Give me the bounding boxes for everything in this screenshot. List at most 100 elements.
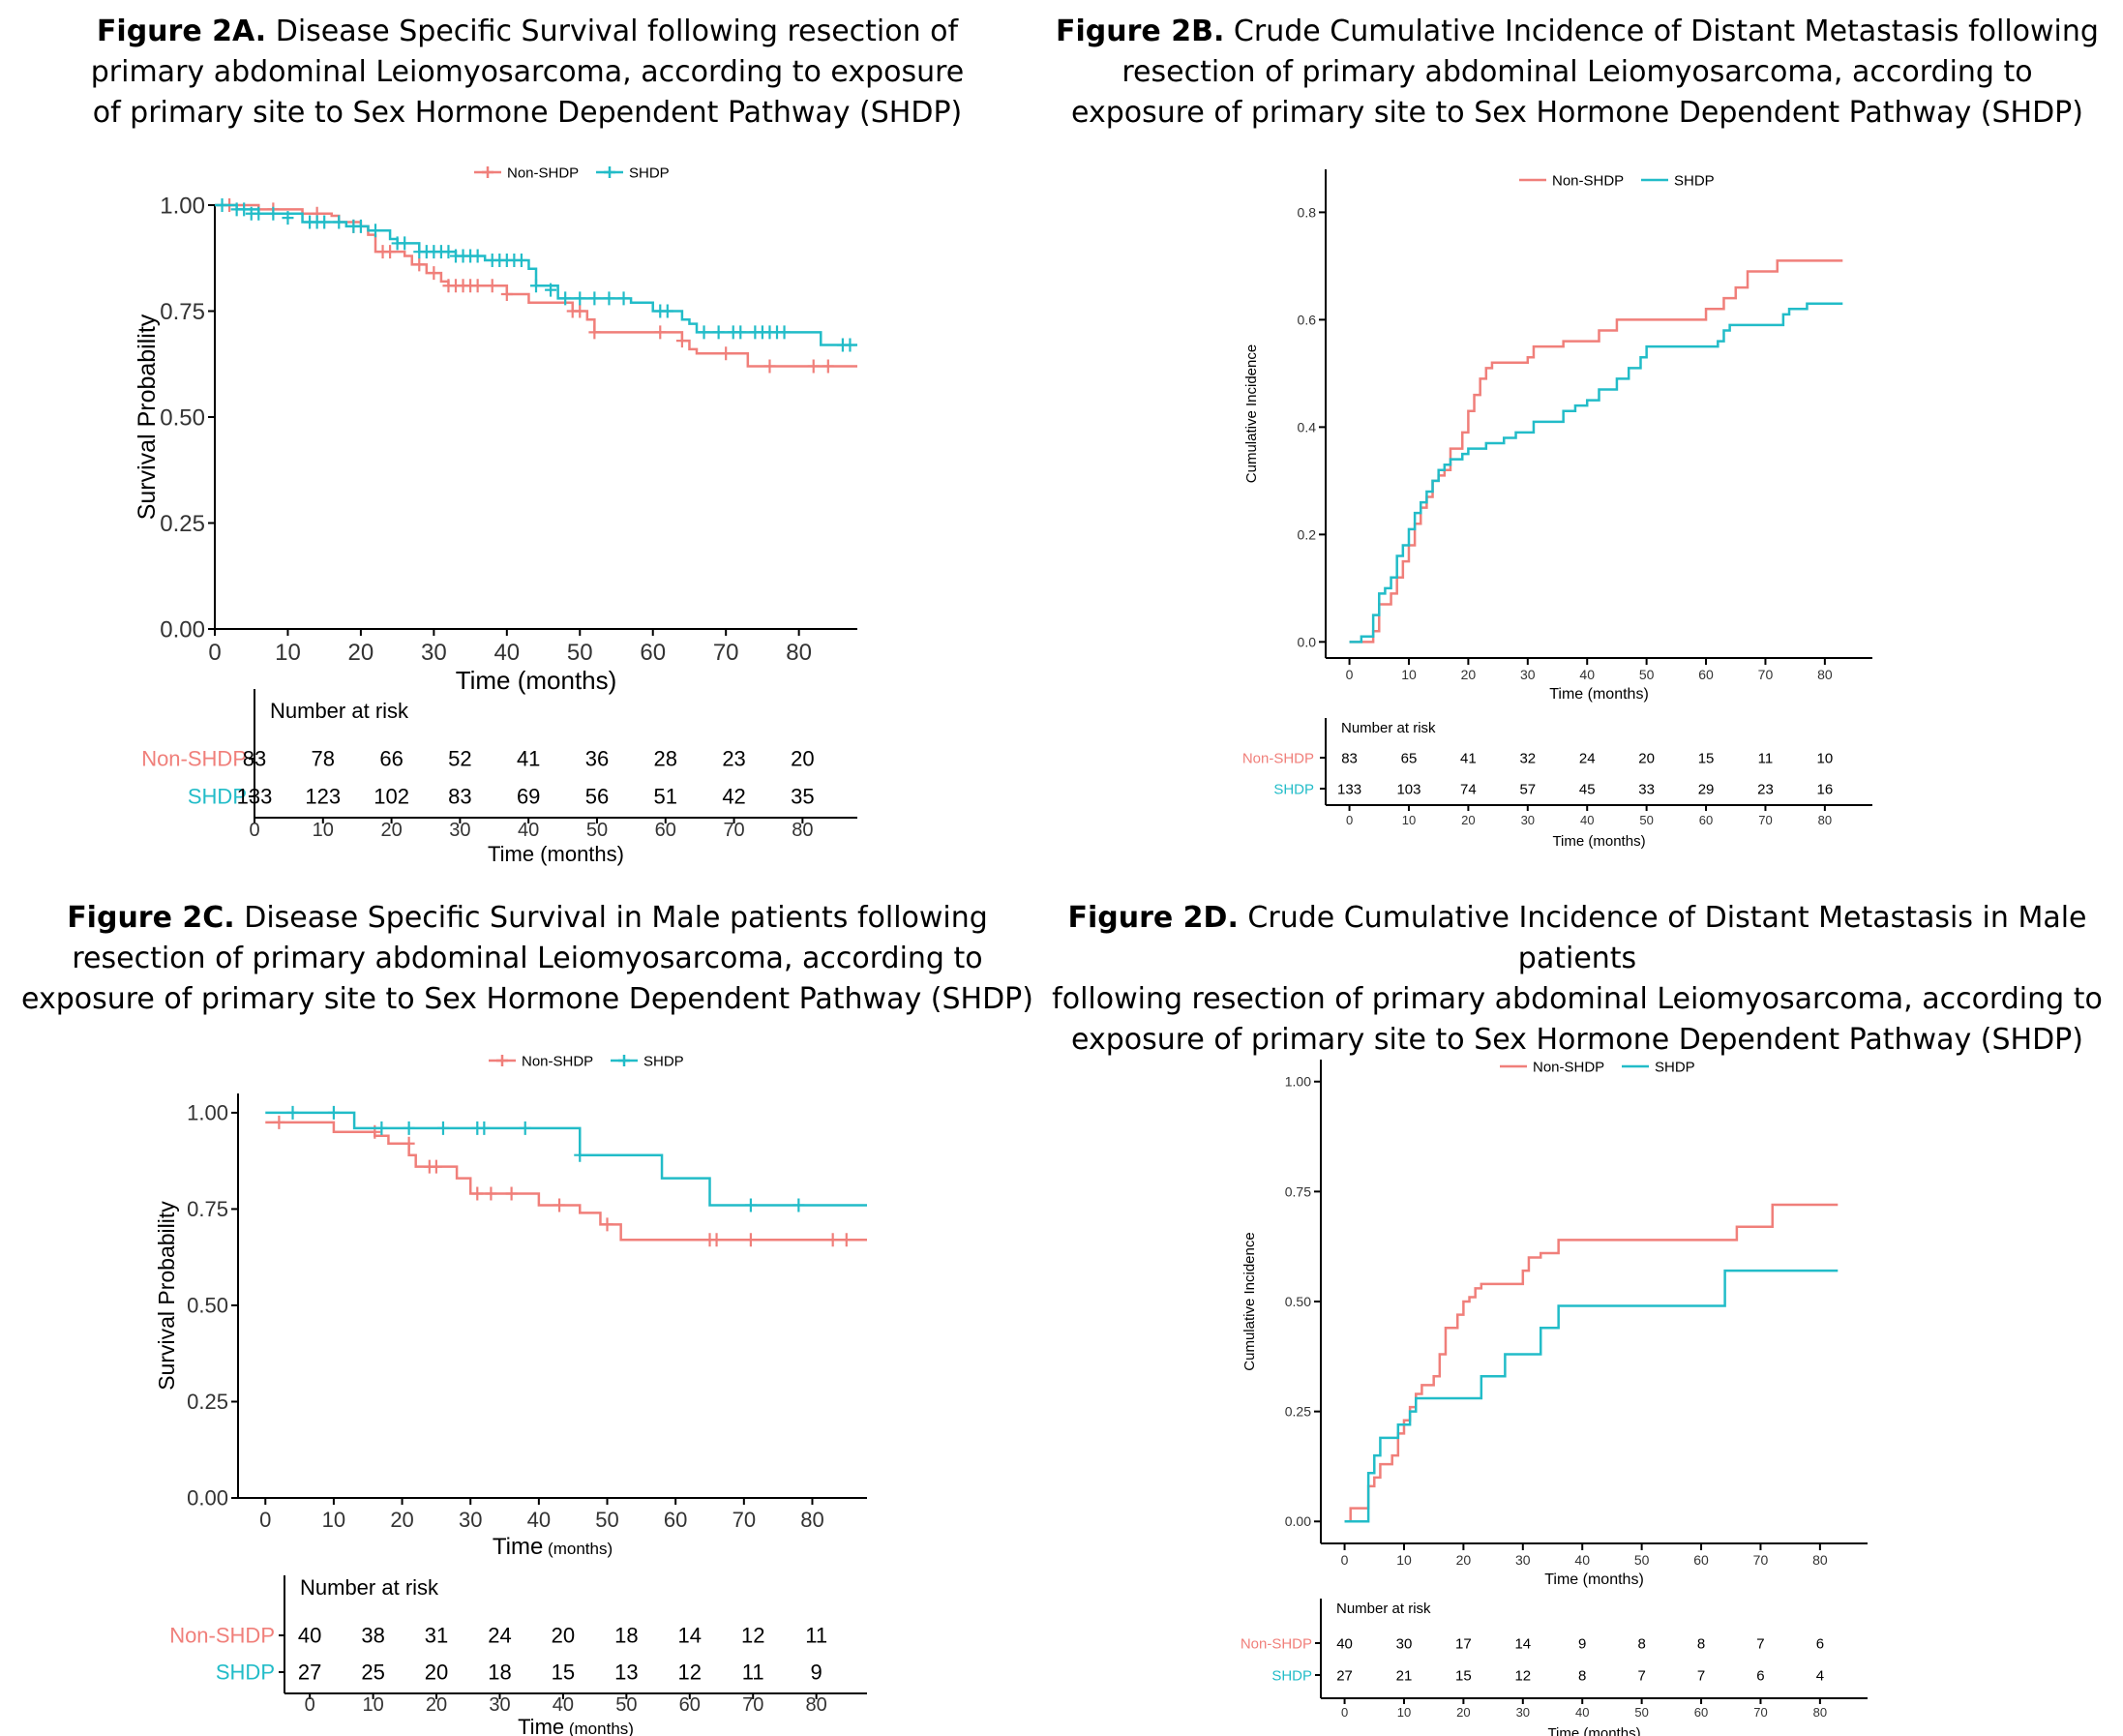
censor-mark-non_shdp: [710, 1233, 723, 1247]
risk-count: 12: [1514, 1667, 1531, 1684]
censor-mark-non_shdp: [744, 1233, 757, 1247]
censor-mark-non_shdp: [430, 1159, 442, 1174]
risk-table-x-title: Time (months): [1547, 1725, 1640, 1736]
x-tick-label: 50: [567, 640, 593, 666]
censor-mark-shdp: [354, 219, 367, 233]
risk-count: 57: [1519, 781, 1536, 797]
y-tick-label: 1.00: [187, 1101, 228, 1125]
x-tick-label: 50: [1639, 667, 1655, 682]
risk-count: 8: [1697, 1635, 1705, 1652]
x-axis-title: Time (months): [493, 1534, 613, 1560]
x-tick-label: 20: [390, 1508, 413, 1532]
risk-x-tick-label: 80: [806, 1694, 827, 1716]
legend-label-shdp: SHDP: [1655, 1059, 1695, 1075]
figure-2a-title-line-2: primary abdominal Leiomyosarcoma, accord…: [90, 55, 965, 89]
risk-count: 38: [361, 1624, 384, 1648]
figure-2c-title-line-1: Disease Specific Survival in Male patien…: [244, 901, 988, 935]
y-tick-label: 0.4: [1298, 419, 1317, 434]
y-tick-label: 0.0: [1298, 634, 1317, 649]
x-tick-label: 20: [348, 640, 374, 666]
risk-x-tick-label: 80: [1818, 813, 1832, 827]
risk-count: 41: [1460, 750, 1477, 766]
risk-count: 69: [517, 785, 540, 809]
risk-count: 133: [237, 785, 273, 809]
chart-b: 0 10 20 30 40 50 60 70 80 0.0 0.2 0.4 0.6 0.8 Time (mo…: [1242, 169, 1872, 850]
censor-mark-shdp: [744, 1198, 757, 1212]
figure-2a-title: Figure 2A. Disease Specific Survival fol…: [39, 12, 1016, 134]
risk-table-title: Number at risk: [1341, 720, 1436, 736]
x-tick-label: 30: [459, 1508, 482, 1532]
legend-label-shdp: SHDP: [643, 1053, 684, 1069]
risk-count: 30: [1396, 1635, 1413, 1652]
risk-count: 123: [305, 785, 341, 809]
risk-count: 35: [791, 785, 814, 809]
risk-count: 4: [1816, 1667, 1824, 1684]
risk-x-tick-label: 20: [426, 1694, 447, 1716]
censor-mark-non_shdp: [654, 325, 667, 340]
censor-mark-shdp: [844, 338, 856, 352]
risk-x-tick-label: 20: [380, 820, 402, 841]
censor-mark-non_shdp: [763, 359, 776, 374]
censor-mark-shdp: [238, 202, 251, 217]
risk-count: 45: [1579, 781, 1596, 797]
x-tick-label: 80: [1812, 1552, 1828, 1568]
x-tick-label: 10: [1396, 1552, 1412, 1568]
censor-mark-non_shdp: [486, 279, 498, 293]
censor-mark-shdp: [574, 1148, 586, 1162]
risk-x-tick-label: 40: [1575, 1705, 1589, 1720]
figure-2b-title-line-3: exposure of primary site to Sex Hormone …: [1071, 96, 2083, 130]
y-tick-label: 0.25: [187, 1390, 228, 1414]
risk-count: 40: [298, 1624, 321, 1648]
risk-count: 20: [1638, 750, 1655, 766]
risk-count: 9: [1578, 1635, 1586, 1652]
series-line-non_shdp: [1344, 1203, 1839, 1523]
x-axis-title: Time (months): [1549, 686, 1649, 703]
censor-mark-shdp: [216, 198, 228, 212]
censor-mark-non_shdp: [807, 359, 820, 374]
x-tick-label: 50: [1634, 1552, 1650, 1568]
risk-x-tick-label: 40: [518, 820, 539, 841]
risk-row-label-shdp: SHDP: [188, 785, 247, 809]
censor-mark-non_shdp: [505, 1186, 518, 1201]
censor-mark-non_shdp: [826, 1233, 839, 1247]
risk-count: 21: [1396, 1667, 1413, 1684]
censor-mark-shdp: [661, 304, 673, 318]
figure-2a-title-bold: Figure 2A.: [96, 15, 267, 48]
risk-count: 23: [1757, 781, 1774, 797]
risk-count: 23: [722, 747, 745, 771]
x-tick-label: 20: [1461, 667, 1477, 682]
censor-mark-shdp: [282, 211, 294, 225]
y-axis-title: Cumulative Incidence: [1241, 1232, 1258, 1370]
risk-x-tick-label: 60: [655, 820, 676, 841]
legend-label-shdp: SHDP: [1674, 172, 1715, 189]
y-tick-label: 0.75: [1285, 1183, 1311, 1199]
censor-mark-non_shdp: [428, 266, 440, 281]
x-tick-label: 0: [1346, 667, 1354, 682]
censor-mark-shdp: [530, 279, 542, 293]
series-line-non_shdp: [1349, 259, 1843, 644]
risk-x-tick-label: 30: [489, 1694, 510, 1716]
censor-mark-non_shdp: [471, 279, 484, 293]
censor-mark-shdp: [471, 249, 484, 263]
chart-c: 0 10 20 30 40 50 60 70 80 0.00 0.25 0.50 0.75 1.00 Tim…: [154, 1053, 867, 1736]
x-tick-label: 80: [800, 1508, 823, 1532]
risk-count: 15: [1455, 1667, 1472, 1684]
risk-count: 8: [1578, 1667, 1586, 1684]
censor-mark-shdp: [698, 325, 710, 340]
y-tick-label: 0.00: [160, 616, 205, 643]
chart-d: 0 10 20 30 40 50 60 70 800.000.250.500.751.00Tim…: [1241, 1059, 1868, 1736]
risk-count: 8: [1637, 1635, 1645, 1652]
risk-x-tick-label: 10: [1402, 813, 1416, 827]
risk-table-title: Number at risk: [270, 699, 409, 723]
risk-count: 56: [585, 785, 609, 809]
censor-mark-shdp: [286, 1105, 299, 1120]
risk-count: 133: [1337, 781, 1361, 797]
risk-count: 14: [678, 1624, 702, 1648]
figure-2b-title: Figure 2B. Crude Cumulative Incidence of…: [1045, 12, 2109, 134]
x-tick-label: 40: [1574, 1552, 1590, 1568]
risk-count: 24: [488, 1624, 511, 1648]
risk-x-tick-label: 50: [1639, 813, 1653, 827]
censor-mark-shdp: [375, 1121, 388, 1135]
risk-count: 42: [722, 785, 745, 809]
x-tick-label: 70: [1758, 667, 1774, 682]
